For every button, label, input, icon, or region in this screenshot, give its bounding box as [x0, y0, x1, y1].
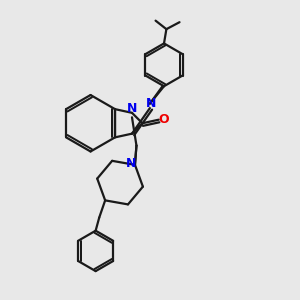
Text: N: N — [126, 157, 136, 170]
Text: N: N — [127, 103, 137, 116]
Text: O: O — [158, 113, 169, 126]
Text: N: N — [146, 97, 156, 110]
